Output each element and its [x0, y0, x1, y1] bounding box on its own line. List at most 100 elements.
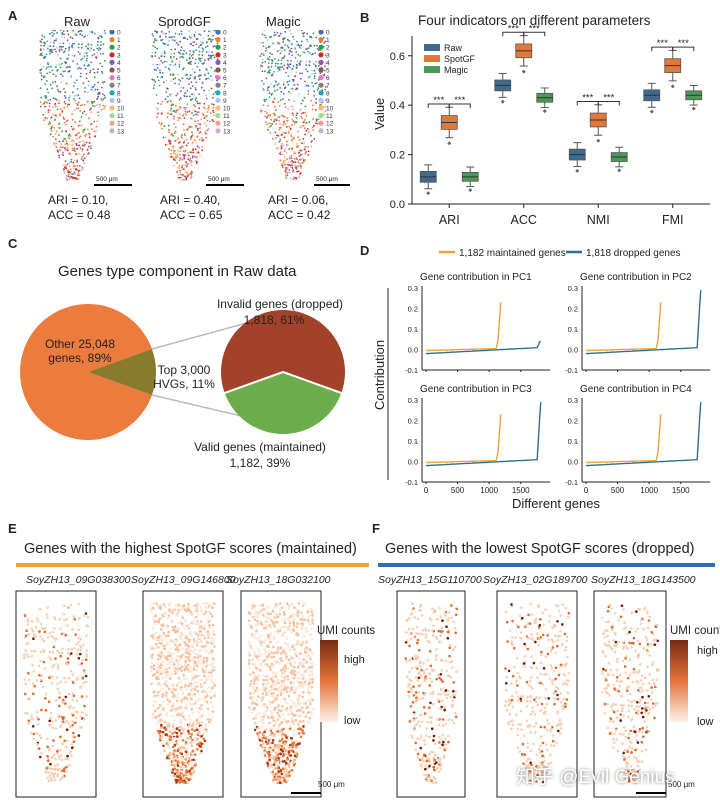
cell-point: [307, 131, 310, 133]
spot: [287, 618, 290, 621]
cell-point: [202, 114, 205, 117]
spot: [196, 723, 200, 726]
spot: [408, 644, 411, 648]
spot: [412, 656, 416, 660]
cell-point: [48, 71, 51, 74]
cell-point: [312, 63, 315, 65]
outlier: [617, 168, 622, 173]
spot: [155, 632, 158, 635]
cell-point: [291, 112, 294, 115]
spot: [168, 652, 172, 655]
cell-point: [158, 63, 161, 66]
cell-point: [66, 174, 69, 177]
cell-point: [56, 149, 59, 152]
label-invalid-detail: 1,818, 61%: [244, 313, 305, 327]
spot: [156, 721, 159, 725]
cell-point: [290, 177, 292, 180]
spot: [72, 706, 75, 710]
spot: [277, 678, 280, 681]
spot: [417, 649, 421, 652]
cell-point: [199, 127, 202, 129]
cell-point: [163, 43, 166, 45]
cell-point: [83, 110, 86, 113]
spot: [166, 650, 170, 654]
cell-point: [276, 89, 279, 91]
spot: [275, 603, 278, 606]
cell-point: [64, 143, 66, 146]
cell-point: [277, 134, 280, 137]
legend-swatch: [109, 128, 115, 134]
spot: [294, 749, 297, 753]
cell-point: [264, 70, 266, 73]
cell-point: [183, 36, 186, 39]
cell-point: [307, 128, 309, 130]
cell-point: [85, 72, 88, 75]
spot: [282, 713, 285, 716]
spot: [265, 727, 268, 731]
cell-point: [294, 83, 297, 86]
cell-point: [43, 36, 46, 38]
spot: [183, 738, 187, 742]
spot: [432, 624, 435, 627]
cell-point: [177, 119, 180, 121]
legend-label: 10: [326, 106, 334, 113]
spot: [62, 604, 66, 608]
cell-point: [291, 118, 294, 121]
cell-point: [52, 81, 54, 84]
spot: [306, 711, 310, 714]
spot: [288, 727, 292, 731]
spot: [248, 659, 251, 662]
spot: [293, 728, 296, 732]
cell-point: [282, 163, 284, 165]
spot: [300, 622, 304, 625]
spot: [63, 767, 66, 770]
cell-point: [286, 158, 288, 161]
spot: [257, 622, 261, 626]
spot: [302, 732, 306, 735]
spot: [58, 691, 61, 694]
cell-point: [63, 121, 66, 124]
cell-point: [277, 83, 280, 85]
cell-point: [286, 174, 289, 176]
spot: [200, 704, 203, 707]
cell-point: [168, 131, 171, 134]
spot: [158, 641, 162, 645]
cell-point: [179, 150, 182, 153]
spot: [202, 713, 205, 717]
legend-swatch: [318, 105, 324, 111]
cell-point: [213, 70, 216, 72]
spot: [306, 610, 310, 614]
spot: [269, 640, 272, 644]
cell-point: [65, 167, 68, 170]
cell-point: [80, 58, 83, 61]
spot: [70, 746, 74, 750]
cell-point: [91, 104, 94, 107]
spot: [167, 603, 170, 607]
spot: [199, 658, 203, 661]
cell-point: [85, 77, 88, 80]
spot: [264, 737, 268, 740]
cell-point: [295, 143, 298, 145]
spot: [174, 688, 177, 692]
spot: [179, 680, 183, 684]
cell-point: [161, 72, 164, 74]
cell-point: [86, 55, 89, 57]
cell-point: [272, 101, 275, 104]
spot: [166, 739, 170, 742]
spot: [286, 744, 289, 748]
spot: [271, 700, 274, 704]
cell-point: [284, 31, 287, 33]
panel-f-label: F: [372, 521, 380, 536]
cell-point: [296, 170, 299, 173]
cell-point: [211, 38, 214, 41]
spot: [442, 740, 445, 744]
cell-point: [78, 30, 81, 32]
cell-point: [47, 91, 50, 94]
legend-swatch: [215, 30, 221, 35]
cell-point: [311, 118, 314, 121]
cell-point: [182, 113, 185, 115]
cell-point: [289, 127, 292, 130]
cell-point: [54, 30, 56, 32]
spot: [165, 666, 168, 670]
spot: [279, 656, 282, 660]
